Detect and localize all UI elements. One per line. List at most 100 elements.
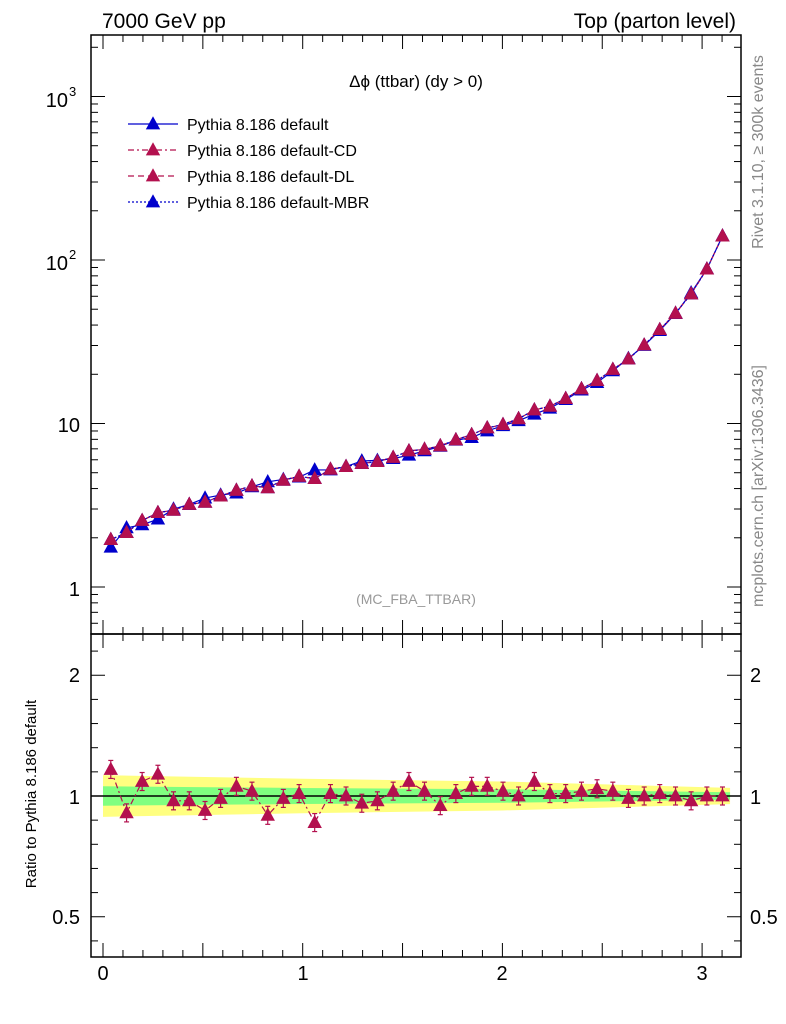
data-point xyxy=(119,524,134,539)
ratio-point xyxy=(291,785,307,799)
ratio-y-axis-label: Ratio to Pythia 8.186 default xyxy=(23,699,40,888)
ratio-point xyxy=(338,788,354,802)
ratio-point xyxy=(668,788,683,802)
legend: Pythia 8.186 default Pythia 8.186 default… xyxy=(128,116,369,212)
ratio-point xyxy=(605,783,621,797)
ratio-y-tick-05-right: 0.5 xyxy=(750,907,778,929)
ratio-point xyxy=(715,788,730,802)
svg-text:3: 3 xyxy=(69,84,76,99)
ratio-point xyxy=(574,783,589,797)
legend-label: Pythia 8.186 default xyxy=(187,117,329,134)
data-point xyxy=(448,431,464,446)
ratio-series xyxy=(103,759,730,833)
svg-text:10: 10 xyxy=(46,90,68,112)
header-right-label: Top (parton level) xyxy=(574,10,736,33)
series-3 xyxy=(103,228,730,545)
svg-text:2: 2 xyxy=(69,247,76,262)
data-point xyxy=(182,496,197,510)
ratio-point xyxy=(433,797,448,812)
series-overlay xyxy=(103,228,730,545)
header-left-label: 7000 GeV pp xyxy=(102,10,226,33)
ratio-point xyxy=(229,778,244,792)
y-tick-label-10: 10 xyxy=(58,415,80,437)
ratio-point xyxy=(636,788,652,802)
series-0 xyxy=(103,228,730,553)
data-point xyxy=(213,488,228,502)
ratio-point xyxy=(652,785,667,799)
ratio-y-tick-2-right: 2 xyxy=(750,665,761,687)
series-layer xyxy=(103,228,730,833)
data-point xyxy=(574,381,589,395)
data-point xyxy=(338,458,354,472)
data-point xyxy=(542,398,558,412)
ratio-point xyxy=(307,814,322,828)
legend-marker xyxy=(145,142,161,156)
data-point xyxy=(307,462,322,476)
ratio-point xyxy=(276,790,291,804)
ratio-point xyxy=(495,783,511,797)
data-point xyxy=(652,321,667,336)
data-point xyxy=(134,512,150,526)
ratio-point xyxy=(182,793,197,807)
x-tick-label-0: 0 xyxy=(97,963,108,985)
ratio-point xyxy=(699,788,715,802)
x-tick-label-2: 2 xyxy=(496,963,507,985)
main-title: Δϕ (ttbar) (dy > 0) xyxy=(349,72,483,91)
data-point xyxy=(291,468,307,482)
data-point xyxy=(103,531,118,545)
data-point xyxy=(276,472,291,486)
ratio-point xyxy=(244,783,260,797)
ratio-point xyxy=(370,793,385,807)
data-point xyxy=(401,443,417,457)
data-point xyxy=(605,361,621,375)
ratio-point xyxy=(683,793,699,807)
data-point xyxy=(715,228,730,242)
ratio-point xyxy=(527,773,542,787)
ratio-point xyxy=(166,793,181,807)
data-point xyxy=(417,441,432,455)
data-point xyxy=(699,261,715,275)
y-tick-label-100: 10 2 xyxy=(46,247,76,275)
data-point xyxy=(527,402,542,416)
x-tick-label-3: 3 xyxy=(696,963,707,985)
watermark: (MC_FBA_TTBAR) xyxy=(356,591,476,607)
data-point xyxy=(103,539,118,553)
ratio-y-tick-05-left: 0.5 xyxy=(52,907,80,929)
ratio-point xyxy=(134,773,150,787)
series-line xyxy=(110,235,724,541)
data-point xyxy=(464,426,479,441)
ratio-point xyxy=(150,766,166,780)
ratio-point xyxy=(464,778,479,792)
legend-label: Pythia 8.186 default-DL xyxy=(187,169,354,186)
ratio-point xyxy=(480,778,495,792)
data-point xyxy=(370,453,385,467)
data-point xyxy=(385,449,401,463)
legend-label: Pythia 8.186 default-CD xyxy=(187,143,357,160)
data-point xyxy=(244,478,260,492)
axis-ticks xyxy=(91,35,741,957)
data-point xyxy=(636,337,652,351)
ratio-point xyxy=(385,783,401,797)
data-point xyxy=(307,470,322,485)
series-1 xyxy=(103,228,730,545)
legend-marker xyxy=(145,116,161,130)
ratio-point xyxy=(197,802,213,816)
ratio-point xyxy=(119,805,134,819)
ratio-point xyxy=(354,795,370,809)
legend-label: Pythia 8.186 default-MBR xyxy=(187,195,369,212)
ratio-point xyxy=(511,788,526,802)
ratio-point xyxy=(323,785,338,799)
ratio-y-tick-1-right: 1 xyxy=(750,787,761,809)
data-point xyxy=(433,438,448,452)
data-point xyxy=(260,479,275,494)
ratio-point xyxy=(417,783,432,797)
legend-marker xyxy=(145,194,161,208)
data-point xyxy=(621,351,636,365)
rivet-label: Rivet 3.1.10, ≥ 300k events xyxy=(750,55,767,249)
ratio-point xyxy=(621,790,636,804)
ratio-point xyxy=(448,785,464,799)
series-line xyxy=(110,235,724,541)
series-2 xyxy=(103,228,730,545)
ratio-bands xyxy=(91,775,741,817)
